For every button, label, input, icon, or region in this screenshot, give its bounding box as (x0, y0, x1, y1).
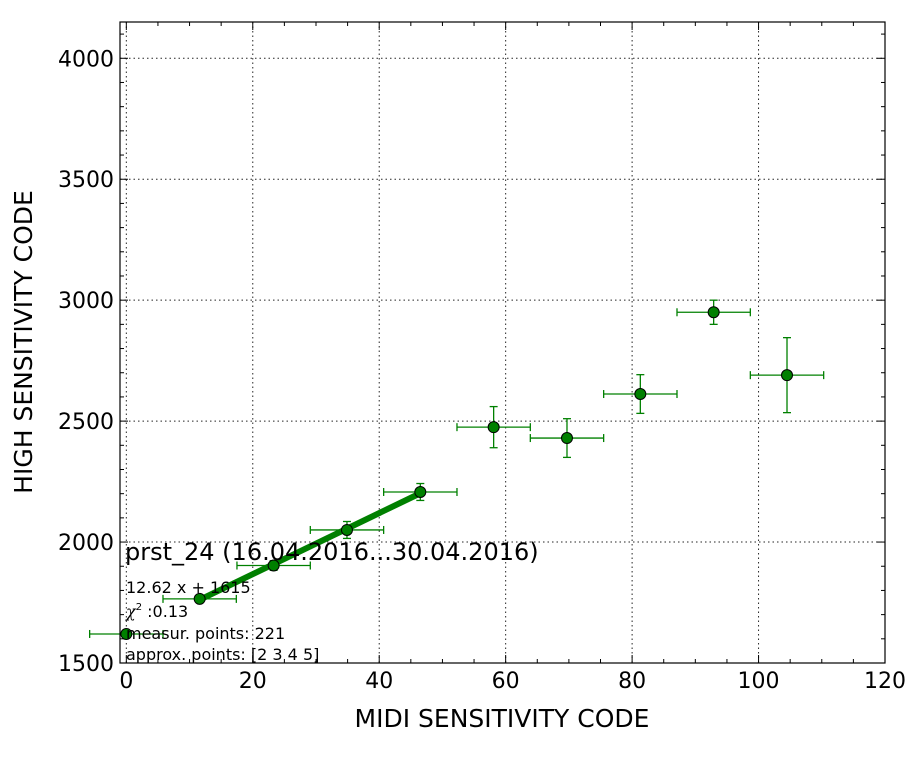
data-point (781, 369, 794, 382)
x-tick-label: 120 (864, 669, 906, 694)
y-axis-title: HIGH SENSITIVITY CODE (9, 190, 38, 494)
y-tick-label: 2500 (58, 410, 114, 435)
annotation: prst_24 (16.04.2016...30.04.2016) 12.62 … (125, 538, 539, 664)
data-point (487, 421, 500, 434)
data-point (560, 432, 573, 445)
data-point (707, 306, 720, 319)
tick-labels: 0 20 40 60 80 100 120 1500 2000 2500 3000 3500 4000 (58, 47, 906, 694)
fit-line (198, 490, 422, 603)
x-tick-label: 0 (119, 669, 133, 694)
x-tick-label: 40 (365, 669, 393, 694)
annotation-approx-points: approx. points: [2 3 4 5] (126, 645, 319, 664)
x-axis-title: MIDI SENSITIVITY CODE (355, 704, 650, 733)
annotation-chi2: χ2 :0.13 (125, 602, 188, 621)
data-point (414, 485, 427, 498)
x-tick-label: 20 (239, 669, 267, 694)
annotation-title: prst_24 (16.04.2016...30.04.2016) (125, 538, 539, 566)
y-tick-label: 2000 (58, 531, 114, 556)
y-tick-label: 4000 (58, 47, 114, 72)
data-point (120, 627, 133, 640)
chi2-exponent: 2 (136, 602, 142, 613)
y-tick-label: 1500 (58, 652, 114, 677)
y-tick-label: 3500 (58, 168, 114, 193)
annotation-measured-points: measur. points: 221 (126, 624, 285, 643)
data-point (340, 523, 353, 536)
data-point (193, 592, 206, 605)
x-tick-label: 100 (738, 669, 780, 694)
y-tick-label: 3000 (58, 289, 114, 314)
data-markers (120, 306, 794, 640)
annotation-equation: 12.62 x + 1615 (126, 578, 251, 597)
data-point (634, 388, 647, 401)
chi2-value: :0.13 (142, 602, 188, 621)
plot-frame (119, 21, 886, 664)
data-point (267, 559, 280, 572)
x-tick-label: 80 (618, 669, 646, 694)
x-tick-label: 60 (492, 669, 520, 694)
fit-line-group (198, 490, 422, 603)
chi2-symbol: χ (125, 602, 137, 621)
